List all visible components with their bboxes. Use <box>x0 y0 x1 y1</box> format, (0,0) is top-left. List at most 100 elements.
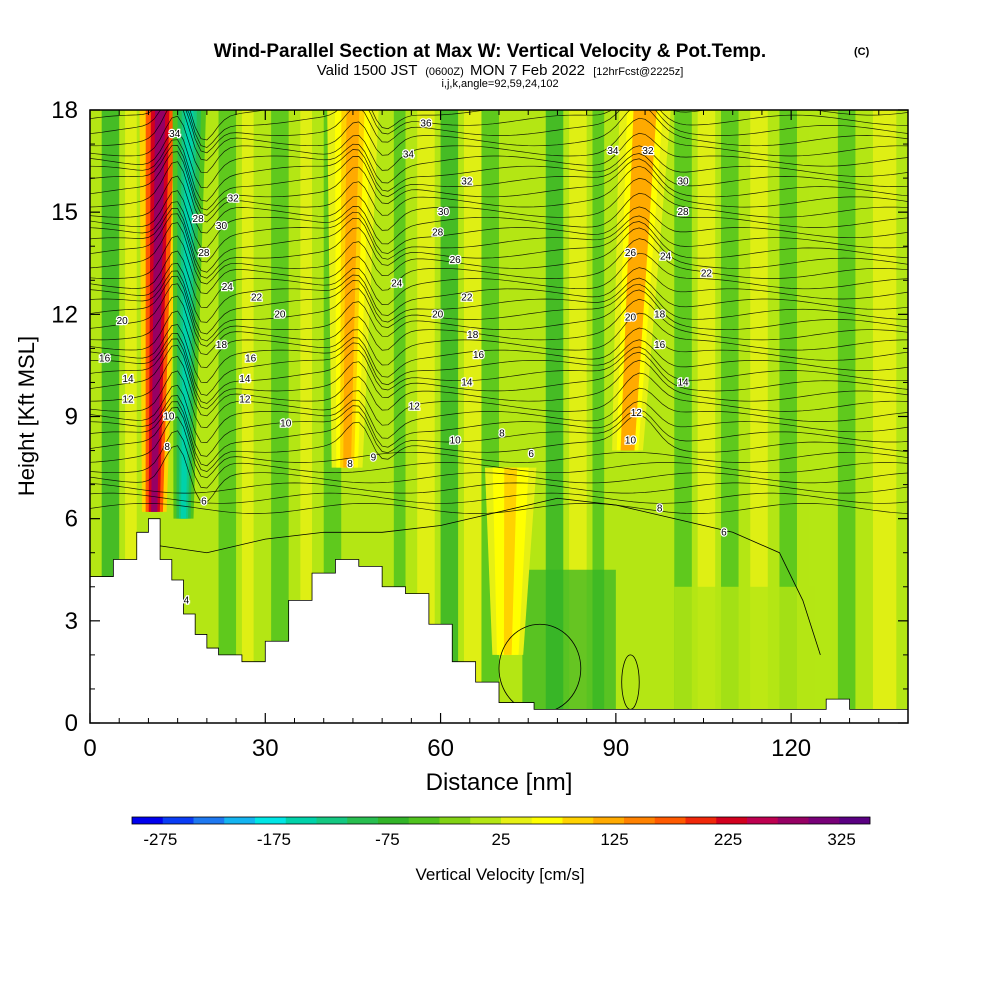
chart-subtitle: Valid 1500 JST (0600Z) MON 7 Feb 2022 [1… <box>317 62 684 79</box>
colorbar-swatch <box>501 817 533 824</box>
colorbar-swatch <box>808 817 840 824</box>
contour-label: 8 <box>164 442 170 453</box>
contour-label: 32 <box>461 177 473 188</box>
field-band <box>125 110 137 723</box>
field-band <box>218 110 237 723</box>
y-axis-label: Height [Kft MSL] <box>14 336 39 496</box>
contour-label: 12 <box>239 394 251 405</box>
contour-label: 10 <box>280 418 292 429</box>
contour-label: 10 <box>625 435 637 446</box>
pot-temp-contour <box>90 492 908 504</box>
x-tick-label: 90 <box>603 735 630 762</box>
y-tick-label: 9 <box>65 404 78 431</box>
colorbar-swatch <box>624 817 656 824</box>
contour-label: 12 <box>122 394 134 405</box>
contour-label: 34 <box>169 129 181 140</box>
pot-temp-contour <box>90 416 908 479</box>
field-band <box>808 110 833 723</box>
pot-temp-contour <box>90 151 908 216</box>
velocity-plume <box>343 110 360 468</box>
pot-temp-contour <box>90 310 908 368</box>
pot-temp-contour <box>160 497 821 656</box>
contour-label: 20 <box>432 309 444 320</box>
contour-label: 26 <box>625 248 637 259</box>
velocity-plume <box>503 467 518 655</box>
x-tick-label: 60 <box>427 735 454 762</box>
pot-temp-contour <box>90 115 908 174</box>
colorbar-swatch <box>132 817 164 824</box>
pot-temp-contour <box>90 139 908 202</box>
colorbar-swatch <box>255 817 287 824</box>
colorbar-tick-label: -75 <box>375 830 400 849</box>
subtitle-date: MON 7 Feb 2022 <box>470 62 585 79</box>
pot-temp-contour <box>90 129 908 189</box>
pot-temp-contour <box>90 250 908 308</box>
pot-temp-contour <box>90 502 908 514</box>
contour-label: 14 <box>677 377 689 388</box>
colorbar-swatch <box>224 817 256 824</box>
contour-label: 14 <box>239 374 251 385</box>
contour-label: 24 <box>222 282 234 293</box>
colorbar-tick-label: 125 <box>600 830 628 849</box>
contour-label: 30 <box>677 177 689 188</box>
y-tick-label: 6 <box>65 506 78 533</box>
contour-label: 6 <box>721 527 727 538</box>
velocity-plume <box>623 110 652 451</box>
colorbar-swatch <box>654 817 686 824</box>
terrain-mask <box>90 518 908 723</box>
field-band <box>592 110 605 723</box>
contour-label: 28 <box>193 214 205 225</box>
pot-temp-contour <box>90 401 908 467</box>
contour-label: 10 <box>450 435 462 446</box>
colorbar-swatch <box>378 817 410 824</box>
field-band <box>271 110 289 723</box>
colorbar-label: Vertical Velocity [cm/s] <box>415 865 584 884</box>
chart-title: Wind-Parallel Section at Max W: Vertical… <box>214 41 766 62</box>
contour-label: 14 <box>122 374 134 385</box>
colorbar-tick-label: 225 <box>714 830 742 849</box>
pot-temp-contour <box>90 175 908 234</box>
pot-temp-contours <box>90 110 908 714</box>
field-band <box>417 110 435 723</box>
contour-label: 9 <box>371 452 377 463</box>
colorbar-swatch <box>162 817 194 824</box>
y-tick-label: 3 <box>65 608 78 635</box>
colorbar-swatch <box>839 817 871 824</box>
contour-label: 30 <box>438 207 450 218</box>
field-band <box>440 110 459 723</box>
field-band <box>674 110 692 723</box>
colorbar-tick-label: -175 <box>257 830 291 849</box>
contour-label: 8 <box>347 459 353 470</box>
pot-temp-contour <box>90 395 908 457</box>
field-band <box>750 110 768 723</box>
contour-label: 24 <box>391 279 403 290</box>
contour-label: 22 <box>701 268 713 279</box>
x-axis-label: Distance [nm] <box>426 769 573 796</box>
pot-temp-contour <box>189 110 908 141</box>
contour-label: 12 <box>409 401 421 412</box>
subtitle-utc: (0600Z) <box>425 66 464 78</box>
field-lowlevel-area <box>674 586 815 723</box>
pot-temp-contour-labels: 34 28 28 30 32 24 22 20 20 16 14 12 18 16 14 12 10 10 8 6 4 3… <box>98 117 729 607</box>
colorbar-swatch <box>439 817 471 824</box>
contour-label: 8 <box>657 503 663 514</box>
contour-label: 16 <box>245 354 257 365</box>
x-tick-label: 30 <box>252 735 279 762</box>
contour-label: 28 <box>432 228 444 239</box>
colorbar-swatch <box>531 817 563 824</box>
velocity-plume <box>151 110 166 512</box>
contour-label: 16 <box>473 350 485 361</box>
colorbar-tick-label: 325 <box>827 830 855 849</box>
pot-temp-contour <box>90 283 908 347</box>
pot-temp-contour <box>90 213 908 279</box>
contour-label: 18 <box>216 340 228 351</box>
pot-temp-contour <box>90 110 908 148</box>
contour-label: 22 <box>251 292 263 303</box>
contour-label: 36 <box>420 119 432 130</box>
contour-label: 8 <box>499 429 505 440</box>
colorbar-swatch <box>316 817 348 824</box>
colorbar-swatch <box>408 817 440 824</box>
pot-temp-contour <box>90 384 908 443</box>
vertical-velocity-field <box>90 110 908 723</box>
